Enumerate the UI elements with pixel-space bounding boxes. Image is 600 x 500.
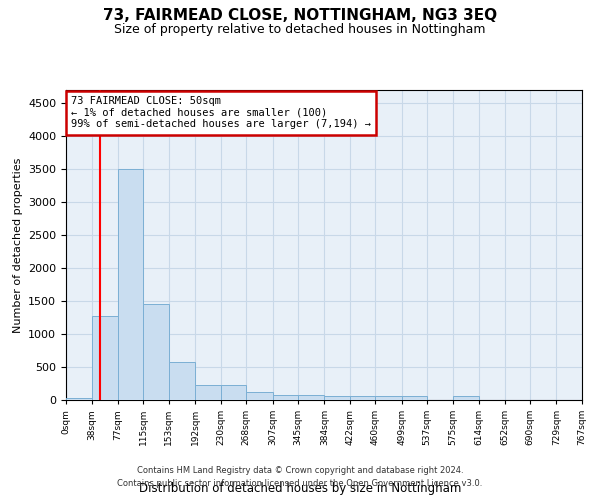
Bar <box>169 362 195 400</box>
Bar <box>350 396 376 400</box>
Text: Distribution of detached houses by size in Nottingham: Distribution of detached houses by size … <box>139 482 461 495</box>
Bar <box>325 396 350 400</box>
Bar <box>402 396 427 400</box>
Text: 73, FAIRMEAD CLOSE, NOTTINGHAM, NG3 3EQ: 73, FAIRMEAD CLOSE, NOTTINGHAM, NG3 3EQ <box>103 8 497 22</box>
Bar <box>92 316 118 400</box>
Text: 73 FAIRMEAD CLOSE: 50sqm
← 1% of detached houses are smaller (100)
99% of semi-d: 73 FAIRMEAD CLOSE: 50sqm ← 1% of detache… <box>71 96 371 130</box>
Bar <box>118 169 143 400</box>
Bar <box>272 394 298 400</box>
Bar <box>453 396 479 400</box>
Bar <box>298 394 325 400</box>
Bar <box>143 304 169 400</box>
Bar <box>246 392 272 400</box>
Bar <box>376 396 402 400</box>
Bar <box>66 398 92 400</box>
Bar <box>221 385 246 400</box>
Text: Contains HM Land Registry data © Crown copyright and database right 2024.
Contai: Contains HM Land Registry data © Crown c… <box>118 466 482 487</box>
Bar <box>195 385 221 400</box>
Text: Size of property relative to detached houses in Nottingham: Size of property relative to detached ho… <box>114 22 486 36</box>
Y-axis label: Number of detached properties: Number of detached properties <box>13 158 23 332</box>
